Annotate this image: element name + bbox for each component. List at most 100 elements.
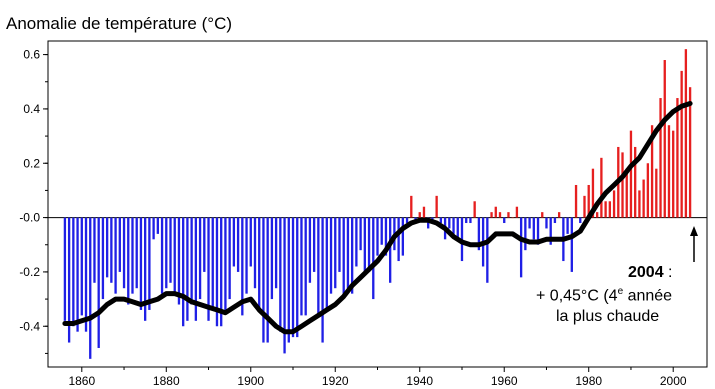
bar xyxy=(541,212,544,218)
bar xyxy=(93,217,96,283)
bar xyxy=(519,217,523,278)
bar xyxy=(346,217,350,289)
bar xyxy=(169,217,172,283)
x-axis: 1860 1880 1900 1920 1940 1960 1980 2000 xyxy=(68,367,687,388)
bar xyxy=(456,217,459,240)
bar xyxy=(173,217,176,294)
bar xyxy=(477,217,481,251)
bar xyxy=(317,217,320,316)
bar xyxy=(287,217,290,343)
bar xyxy=(165,217,168,289)
bar xyxy=(680,70,683,218)
bar xyxy=(135,217,138,289)
bar xyxy=(376,217,379,256)
bar xyxy=(338,217,341,272)
bar xyxy=(422,206,426,218)
bar xyxy=(566,217,569,234)
annual-bars xyxy=(63,49,692,359)
y-tick-label: -0.0 xyxy=(19,211,40,225)
bar xyxy=(177,217,181,305)
bar xyxy=(490,212,493,218)
bar xyxy=(143,217,147,321)
bar xyxy=(579,217,582,224)
bar xyxy=(515,206,519,218)
bar xyxy=(84,217,88,332)
bar xyxy=(203,217,206,272)
bar xyxy=(473,201,476,218)
bar xyxy=(612,190,616,218)
bar xyxy=(389,217,392,283)
bar xyxy=(279,217,282,332)
y-tick-label: 0.6 xyxy=(23,48,40,62)
bar xyxy=(182,217,185,327)
bar xyxy=(262,217,265,343)
bar xyxy=(363,217,366,272)
bar xyxy=(215,217,219,327)
bar xyxy=(486,217,489,283)
bar xyxy=(659,98,662,218)
bar xyxy=(596,212,599,218)
bar xyxy=(321,217,324,343)
annotation-value: + 0,45°C (4 xyxy=(536,287,618,305)
y-tick-label: 0.2 xyxy=(23,156,40,170)
bar xyxy=(291,217,295,338)
bar xyxy=(105,217,109,278)
y-tick-label: -0.4 xyxy=(19,319,40,333)
bar xyxy=(80,217,83,316)
bar xyxy=(570,217,573,272)
bar xyxy=(384,217,388,256)
bar xyxy=(380,217,383,245)
bar xyxy=(342,217,345,294)
bar xyxy=(253,217,257,289)
bar xyxy=(367,217,371,272)
bar xyxy=(672,130,675,218)
bar xyxy=(312,217,316,272)
bar xyxy=(245,217,248,294)
annotation-annee: année xyxy=(623,287,673,305)
bar xyxy=(211,217,214,310)
bar xyxy=(418,212,421,218)
bar xyxy=(198,217,202,300)
bar xyxy=(190,217,193,305)
bar xyxy=(465,217,468,224)
bar xyxy=(118,217,121,272)
bar xyxy=(650,125,654,218)
x-tick-label: 1940 xyxy=(406,374,433,388)
y-tick-label: 0.4 xyxy=(23,102,40,116)
bar xyxy=(625,168,628,218)
bar xyxy=(152,217,155,240)
bar xyxy=(629,130,633,218)
bar xyxy=(249,217,252,267)
annotation-sup: e xyxy=(617,286,624,297)
bar xyxy=(76,217,79,332)
bar xyxy=(89,217,92,359)
bar xyxy=(220,217,223,327)
bar xyxy=(224,217,227,310)
annotation-year: 2004 xyxy=(628,264,664,281)
annotation-arrow xyxy=(690,226,698,262)
bar xyxy=(300,217,303,316)
bar xyxy=(283,217,286,354)
bar xyxy=(532,217,535,240)
bar xyxy=(545,217,548,229)
bar xyxy=(600,157,603,218)
bar xyxy=(350,217,354,294)
x-tick-label: 2000 xyxy=(660,374,687,388)
bar xyxy=(405,217,409,224)
bar xyxy=(469,217,472,224)
bar xyxy=(401,217,405,256)
bar xyxy=(574,184,578,218)
bar xyxy=(329,217,333,294)
bar xyxy=(435,195,438,218)
bar xyxy=(266,217,269,343)
bar xyxy=(528,217,531,229)
bar xyxy=(372,217,375,300)
annotation-line-2: + 0,45°C (4e année xyxy=(536,286,672,305)
bar xyxy=(427,217,430,229)
bar xyxy=(638,190,641,218)
bar xyxy=(274,217,278,289)
bar xyxy=(557,212,561,218)
bar xyxy=(258,217,261,310)
bar xyxy=(646,163,650,218)
bar xyxy=(236,217,240,272)
